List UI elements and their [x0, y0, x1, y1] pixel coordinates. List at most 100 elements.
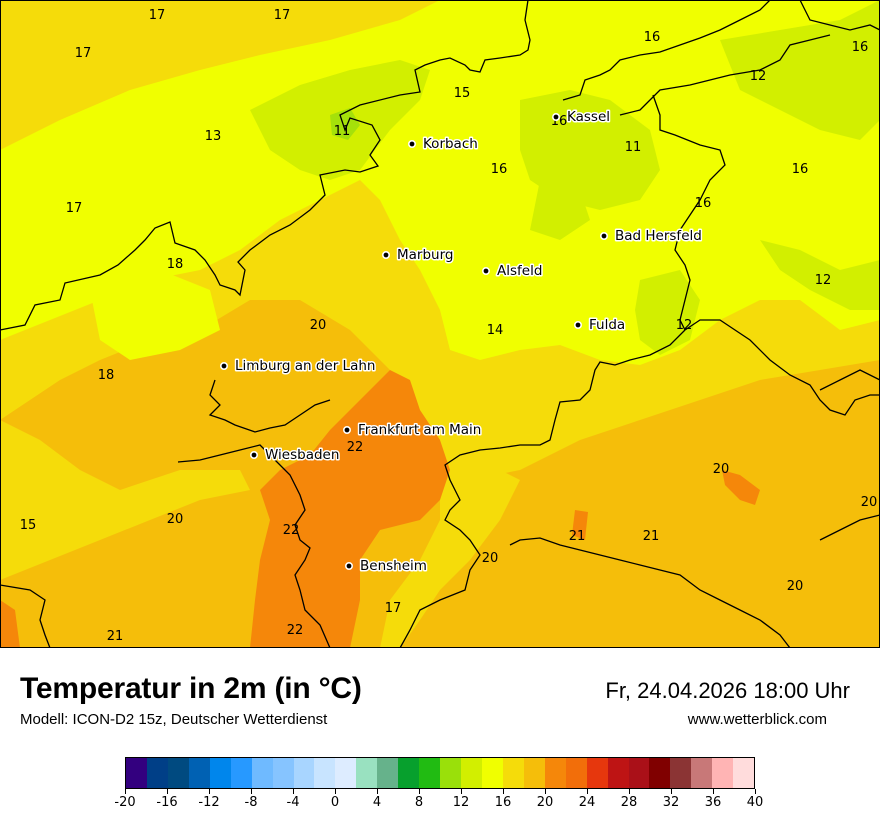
legend-tick-label: 32: [662, 795, 680, 810]
state-borders: [0, 0, 880, 648]
city-dot-icon: [342, 425, 351, 434]
city-label: Fulda: [589, 317, 625, 333]
legend-color-segment: [523, 758, 545, 788]
legend-color-segment: [251, 758, 273, 788]
legend-color-segment: [146, 758, 168, 788]
temperature-value: 15: [20, 518, 37, 533]
color-legend-bar: [125, 757, 755, 789]
forecast-datetime: Fr, 24.04.2026 18:00 Uhr: [605, 678, 850, 703]
temperature-value: 17: [274, 8, 291, 23]
legend-color-segment: [691, 758, 713, 788]
temperature-value: 22: [347, 440, 364, 455]
legend-tick-mark: [292, 789, 294, 794]
temperature-value: 18: [98, 368, 115, 383]
zone-10-12: [330, 108, 360, 140]
city-marker: Limburg an der Lahn: [220, 357, 377, 376]
zone-16-18-se: [380, 460, 520, 648]
legend-color-segment: [377, 758, 399, 788]
legend-color-segment: [419, 758, 441, 788]
zone-14-16-west: [90, 270, 220, 360]
temperature-value: 14: [487, 323, 504, 338]
temperature-value: 16: [644, 30, 661, 45]
legend-color-segment: [272, 758, 294, 788]
legend-tick-mark: [418, 789, 420, 794]
city-marker: Bad Hersfeld: [599, 227, 703, 246]
city-label: Kassel: [567, 109, 610, 125]
legend-tick-label: 0: [330, 795, 340, 810]
color-legend-ticks: -20 -16 -12 -8 -4 0 4 8 12 16 20 24 28 32 36 40: [114, 789, 763, 819]
legend-color-segment: [293, 758, 315, 788]
legend-color-segment: [461, 758, 482, 788]
zone-20-22-rhein-main: [250, 370, 450, 648]
legend-color-segment: [607, 758, 629, 788]
legend-tick-label: -20: [114, 795, 136, 810]
legend-tick-label: 12: [452, 795, 470, 810]
temperature-value: 12: [815, 273, 832, 288]
city-marker: Korbach: [407, 135, 479, 154]
city-label: Bensheim: [360, 558, 427, 574]
zone-12-14-mid: [530, 180, 590, 240]
legend-color-segment: [314, 758, 336, 788]
city-label: Bad Hersfeld: [615, 228, 702, 244]
zone-12-14-rhoen: [635, 270, 700, 355]
temperature-value: 21: [643, 529, 660, 544]
temperature-value: 20: [310, 318, 327, 333]
city-marker: Marburg: [381, 246, 455, 265]
zone-14-16: [0, 0, 880, 365]
legend-tick-mark: [124, 789, 126, 794]
legend-color-segment: [398, 758, 420, 788]
temperature-value: 16: [695, 196, 712, 211]
temperature-value: 20: [482, 551, 499, 566]
city-dot-icon: [250, 450, 259, 459]
website-link[interactable]: www.wetterblick.com: [687, 711, 827, 728]
city-marker: Kassel: [551, 108, 612, 127]
model-info: Modell: ICON-D2 15z, Deutscher Wetterdie…: [20, 711, 328, 728]
temperature-map: 17 17 17 16 16 12 15 16 13 11 11 16 16 16 17 18 12 20 14 12…: [0, 0, 880, 648]
legend-color-segment: [649, 758, 671, 788]
temperature-value: 18: [167, 257, 184, 272]
legend-tick-label: 40: [746, 795, 764, 810]
city-dot-icon: [220, 361, 229, 370]
map-title: Temperatur in 2m (in °C): [20, 672, 362, 705]
legend-tick-mark: [334, 789, 336, 794]
legend-tick-label: 24: [578, 795, 596, 810]
city-markers: Kassel Korbach Bad Hersfeld Marburg Alsfeld F…: [220, 108, 703, 576]
temperature-value: 16: [852, 40, 869, 55]
temperature-value: 15: [454, 86, 471, 101]
temperature-value: 21: [107, 629, 124, 644]
temperature-value: 20: [861, 495, 878, 510]
legend-tick-label: -8: [244, 795, 258, 810]
temperature-value: 13: [205, 129, 222, 144]
legend-color-segment: [335, 758, 357, 788]
zone-16-18-south: [0, 420, 250, 580]
temperature-value: 20: [713, 462, 730, 477]
legend-color-segment: [733, 758, 755, 788]
city-dot-icon: [381, 251, 390, 260]
temperature-value: 12: [676, 318, 693, 333]
footer: Temperatur in 2m (in °C) Modell: ICON-D2…: [0, 648, 880, 830]
legend-color-segment: [230, 758, 252, 788]
city-marker: Frankfurt am Main: [342, 421, 483, 440]
legend-tick-mark: [628, 789, 630, 794]
legend-color-segment: [712, 758, 734, 788]
legend-color-segment: [356, 758, 378, 788]
legend-tick-mark: [670, 789, 672, 794]
zone-12-14-ne: [760, 240, 880, 310]
legend-tick-mark: [586, 789, 588, 794]
legend-tick-label: 20: [536, 795, 554, 810]
legend-color-segment: [502, 758, 524, 788]
legend-tick-mark: [208, 789, 210, 794]
legend-tick-label: 16: [494, 795, 512, 810]
legend-tick-label: -16: [156, 795, 178, 810]
legend-tick-label: 36: [704, 795, 722, 810]
legend-tick-label: -12: [198, 795, 220, 810]
temperature-value: 21: [569, 529, 586, 544]
legend-color-segment: [167, 758, 189, 788]
city-dot-icon: [551, 113, 560, 122]
legend-tick-mark: [166, 789, 168, 794]
legend-color-segment: [188, 758, 210, 788]
city-dot-icon: [407, 140, 416, 149]
temperature-value: 11: [625, 140, 642, 155]
temperature-value: 11: [334, 124, 351, 139]
